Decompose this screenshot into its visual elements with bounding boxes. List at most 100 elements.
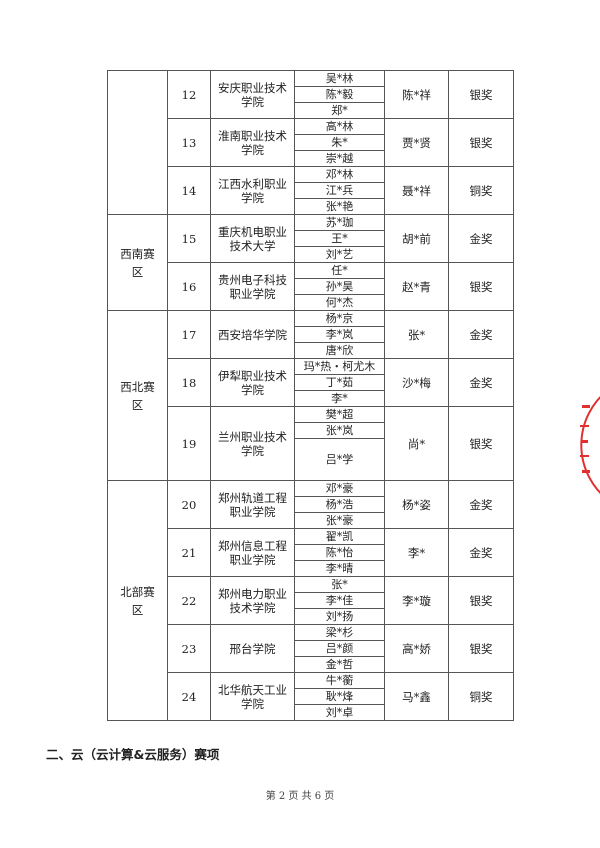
student-name: 玛*热・柯尤木 bbox=[294, 358, 385, 375]
student-name: 邓*豪 bbox=[294, 480, 385, 497]
student-name: 刘*卓 bbox=[294, 704, 385, 721]
award-level: 银奖 bbox=[448, 118, 514, 167]
award-level: 银奖 bbox=[448, 624, 514, 673]
award-level: 金奖 bbox=[448, 528, 514, 577]
student-name: 陈*怡 bbox=[294, 544, 385, 561]
teacher-name: 李* bbox=[384, 528, 449, 577]
student-name: 耿*烽 bbox=[294, 688, 385, 705]
school-name: 西安培华学院 bbox=[210, 310, 295, 359]
student-name: 朱* bbox=[294, 134, 385, 151]
table-row: 12 安庆职业技术学院 吴*林 陈*祥 银奖 bbox=[107, 70, 514, 215]
team-number: 15 bbox=[167, 214, 211, 263]
award-level: 金奖 bbox=[448, 480, 514, 529]
school-name: 淮南职业技术学院 bbox=[210, 118, 295, 167]
teacher-name: 杨*姿 bbox=[384, 480, 449, 529]
school-name: 伊犁职业技术学院 bbox=[210, 358, 295, 407]
award-level: 银奖 bbox=[448, 262, 514, 311]
team-number: 17 bbox=[167, 310, 211, 359]
student-name: 何*杰 bbox=[294, 294, 385, 311]
table-row: 西北赛区 17 西安培华学院 杨*京 张* 金奖 bbox=[107, 310, 514, 481]
student-name: 刘*艺 bbox=[294, 246, 385, 263]
school-name: 兰州职业技术学院 bbox=[210, 406, 295, 481]
teacher-name: 马*鑫 bbox=[384, 672, 449, 721]
table-row: 13 淮南职业技术学院 高*林 贾*贤 银奖 bbox=[108, 118, 514, 167]
table-row: 丁*茹 bbox=[108, 374, 514, 391]
award-level: 金奖 bbox=[448, 358, 514, 407]
table-row: 16 贵州电子科技职业学院 任* 赵*青 银奖 bbox=[108, 262, 514, 311]
table-row: 张*豪 bbox=[108, 512, 514, 529]
region-cell: 西北赛区 bbox=[107, 310, 168, 481]
team-number: 18 bbox=[167, 358, 211, 407]
student-name: 牛*蘅 bbox=[294, 672, 385, 689]
teacher-name: 赵*青 bbox=[384, 262, 449, 311]
school-name: 邢台学院 bbox=[210, 624, 295, 673]
team-number: 16 bbox=[167, 262, 211, 311]
school-name: 重庆机电职业技术大学 bbox=[210, 214, 295, 263]
school-name: 江西水利职业学院 bbox=[210, 166, 295, 215]
table-row: 吕*学 bbox=[108, 438, 514, 481]
student-name: 张* bbox=[294, 576, 385, 593]
team-number: 22 bbox=[167, 576, 211, 625]
student-name: 苏*珈 bbox=[294, 214, 385, 231]
student-name: 张*岚 bbox=[294, 422, 385, 439]
student-name: 江*兵 bbox=[294, 182, 385, 199]
student-name: 樊*超 bbox=[294, 406, 385, 423]
table-row: 19 兰州职业技术学院 樊*超 尚* 银奖 bbox=[108, 406, 514, 481]
school-name: 郑州轨道工程职业学院 bbox=[210, 480, 295, 529]
teacher-name: 张* bbox=[384, 310, 449, 359]
table-row: 14 江西水利职业学院 邓*林 聂*祥 铜奖 bbox=[108, 166, 514, 215]
teacher-name: 胡*前 bbox=[384, 214, 449, 263]
table-row: 孙*昊 bbox=[108, 278, 514, 295]
red-seal-stamp bbox=[580, 396, 600, 494]
student-name: 丁*茹 bbox=[294, 374, 385, 391]
student-name: 郑* bbox=[294, 102, 385, 119]
table-row: 刘*卓 bbox=[108, 704, 514, 721]
student-name: 梁*杉 bbox=[294, 624, 385, 641]
region-cell: 北部赛区 bbox=[107, 480, 168, 721]
teacher-name: 陈*祥 bbox=[384, 70, 449, 119]
teacher-name: 聂*祥 bbox=[384, 166, 449, 215]
table-row: 李* bbox=[108, 390, 514, 407]
school-name: 贵州电子科技职业学院 bbox=[210, 262, 295, 311]
student-name: 高*林 bbox=[294, 118, 385, 135]
table-row: 耿*烽 bbox=[108, 688, 514, 705]
student-name: 邓*林 bbox=[294, 166, 385, 183]
awards-table: 12 安庆职业技术学院 吴*林 陈*祥 银奖 陈*毅 郑* 13 淮南职业技术学院 高*林 贾*贤银… bbox=[107, 70, 514, 721]
student-name: 崇*越 bbox=[294, 150, 385, 167]
student-name: 吕*颜 bbox=[294, 640, 385, 657]
section-heading: 二、云（云计算&云服务）赛项 bbox=[46, 747, 220, 762]
student-name: 任* bbox=[294, 262, 385, 279]
award-level: 金奖 bbox=[448, 214, 514, 263]
student-name: 李*岚 bbox=[294, 326, 385, 343]
award-level: 银奖 bbox=[448, 406, 514, 481]
student-name: 李*晴 bbox=[294, 560, 385, 577]
team-number: 24 bbox=[167, 672, 211, 721]
teacher-name: 沙*梅 bbox=[384, 358, 449, 407]
award-level: 铜奖 bbox=[448, 166, 514, 215]
region-cell bbox=[107, 70, 168, 215]
school-name: 郑州电力职业技术学院 bbox=[210, 576, 295, 625]
student-name: 孙*昊 bbox=[294, 278, 385, 295]
student-name: 吕*学 bbox=[294, 438, 385, 481]
table-row: 24 北华航天工业学院 牛*蘅 马*鑫 铜奖 bbox=[108, 672, 514, 721]
award-level: 金奖 bbox=[448, 310, 514, 359]
award-level: 银奖 bbox=[448, 576, 514, 625]
student-name: 金*哲 bbox=[294, 656, 385, 673]
student-name: 杨*京 bbox=[294, 310, 385, 327]
teacher-name: 李*璇 bbox=[384, 576, 449, 625]
student-name: 张*豪 bbox=[294, 512, 385, 529]
student-name: 杨*浩 bbox=[294, 496, 385, 513]
student-name: 刘*扬 bbox=[294, 608, 385, 625]
school-name: 安庆职业技术学院 bbox=[210, 70, 295, 119]
student-name: 吴*林 bbox=[294, 70, 385, 87]
teacher-name: 高*娇 bbox=[384, 624, 449, 673]
award-level: 铜奖 bbox=[448, 672, 514, 721]
school-name: 郑州信息工程职业学院 bbox=[210, 528, 295, 577]
student-name: 陈*毅 bbox=[294, 86, 385, 103]
table-row: 江*兵 bbox=[108, 182, 514, 199]
region-cell: 西南赛区 bbox=[107, 214, 168, 311]
team-number: 12 bbox=[167, 70, 211, 119]
table-row: 22 郑州电力职业技术学院 张* 李*璇 银奖 bbox=[108, 576, 514, 625]
teacher-name: 尚* bbox=[384, 406, 449, 481]
team-number: 14 bbox=[167, 166, 211, 215]
